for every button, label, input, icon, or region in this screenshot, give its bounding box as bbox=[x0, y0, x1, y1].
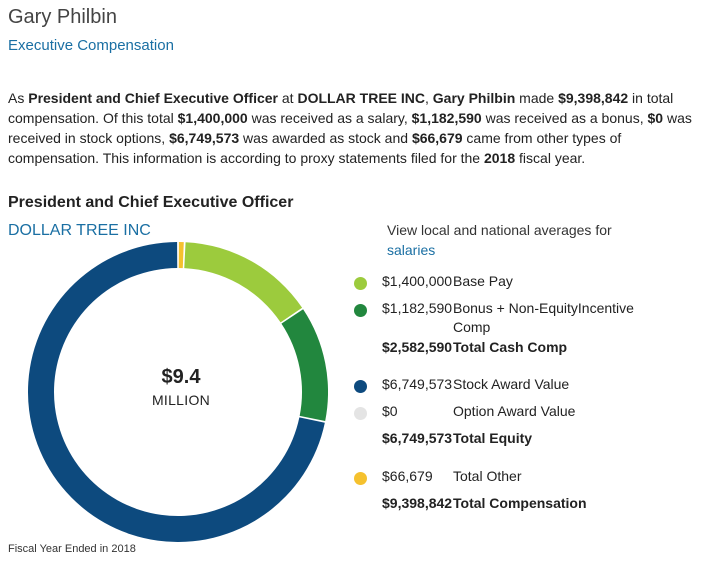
donut-slice-bonus-non-equity-incentive-comp[interactable] bbox=[281, 309, 328, 421]
total-comp-label: Total Compensation bbox=[453, 495, 587, 511]
executive-name: Gary Philbin bbox=[8, 6, 117, 28]
executive-compensation-link[interactable]: Executive Compensation bbox=[8, 37, 174, 54]
other-label: Total Other bbox=[453, 468, 522, 484]
bonus-dot-icon bbox=[354, 304, 367, 317]
donut-slice-total-other[interactable] bbox=[178, 242, 184, 269]
section-title: President and Chief Executive Officer bbox=[8, 194, 294, 211]
total-equity-value: $6,749,573 bbox=[382, 430, 453, 446]
option-label: Option Award Value bbox=[453, 403, 576, 419]
bonus-label-line1: Bonus + Non-EquityIncentive bbox=[453, 300, 634, 316]
option-value: $0 bbox=[382, 403, 398, 419]
averages-text: View local and national averages for bbox=[387, 222, 612, 238]
compensation-donut-chart bbox=[28, 242, 328, 542]
company-link[interactable]: DOLLAR TREE INC bbox=[8, 222, 151, 239]
stock-label: Stock Award Value bbox=[453, 376, 570, 392]
bonus-value: $1,182,590 bbox=[382, 300, 453, 316]
total-equity-label: Total Equity bbox=[453, 430, 533, 446]
total-comp-value: $9,398,842 bbox=[382, 495, 453, 511]
donut-slice-base-pay[interactable] bbox=[184, 242, 303, 323]
total-cash-value: $2,582,590 bbox=[382, 339, 453, 355]
total-cash-label: Total Cash Comp bbox=[453, 339, 568, 355]
donut-center-unit: MILLION bbox=[151, 392, 211, 408]
bonus-label-line2: Comp bbox=[453, 319, 491, 335]
base-pay-label: Base Pay bbox=[453, 273, 513, 289]
fiscal-year-footnote: Fiscal Year Ended in 2018 bbox=[8, 543, 136, 555]
stock-value: $6,749,573 bbox=[382, 376, 453, 392]
base-pay-value: $1,400,000 bbox=[382, 273, 453, 289]
other-value: $66,679 bbox=[382, 468, 433, 484]
compensation-description: As President and Chief Executive Officer… bbox=[8, 90, 692, 166]
salaries-link[interactable]: salaries bbox=[387, 242, 436, 258]
other-dot-icon bbox=[354, 472, 367, 485]
option-dot-icon bbox=[354, 407, 367, 420]
donut-center-value: $9.4 bbox=[161, 366, 201, 388]
stock-dot-icon bbox=[354, 380, 367, 393]
base-pay-dot-icon bbox=[354, 277, 367, 290]
